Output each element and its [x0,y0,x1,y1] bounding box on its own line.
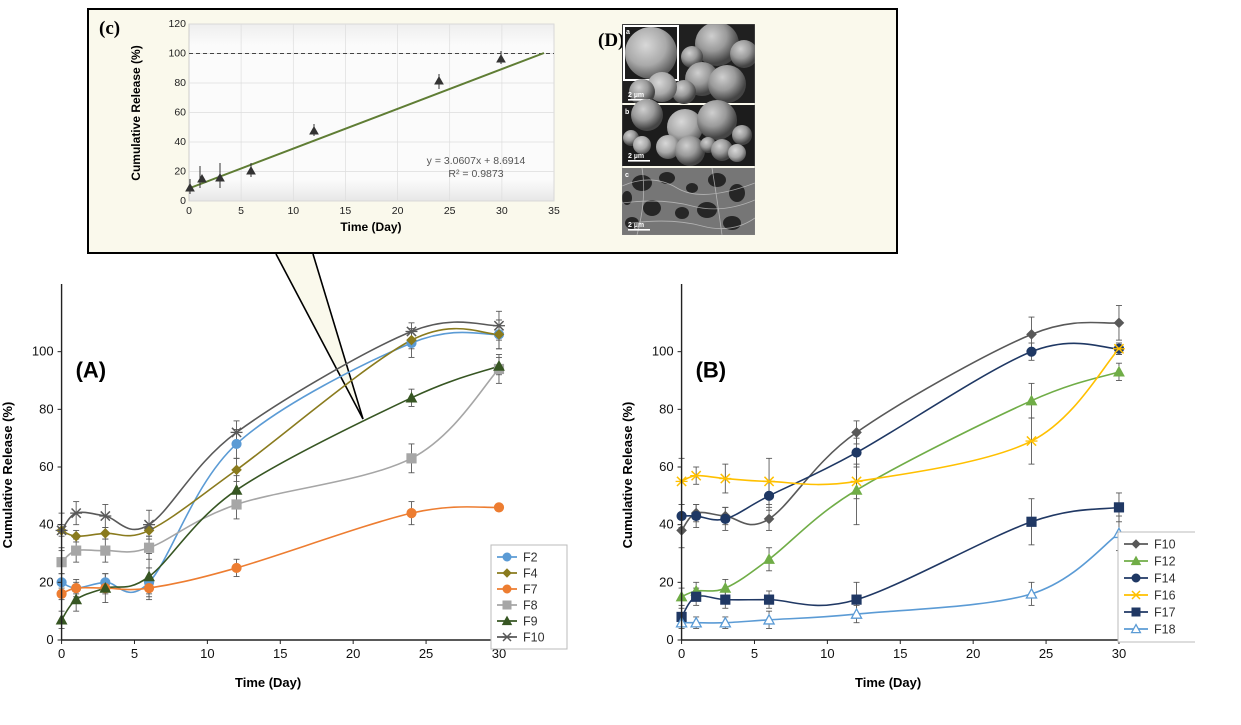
svg-text:100: 100 [168,48,186,60]
svg-text:F18: F18 [1154,622,1176,636]
svg-text:15: 15 [340,205,352,217]
svg-text:35: 35 [548,205,560,217]
svg-text:F7: F7 [523,582,538,596]
svg-text:0: 0 [58,646,65,661]
svg-text:2 µm: 2 µm [628,92,644,99]
svg-text:120: 120 [168,18,186,30]
svg-text:(B): (B) [696,358,727,383]
svg-text:80: 80 [659,401,673,416]
svg-text:5: 5 [131,646,138,661]
svg-text:F2: F2 [523,550,538,564]
svg-text:y = 3.0607x + 8.6914: y = 3.0607x + 8.6914 [427,155,526,167]
svg-text:25: 25 [419,646,433,661]
svg-text:20: 20 [346,646,360,661]
svg-text:(A): (A) [76,358,107,383]
svg-text:40: 40 [659,517,673,532]
svg-text:30: 30 [1112,646,1126,661]
svg-text:0: 0 [46,632,53,647]
svg-text:F10: F10 [1154,537,1176,551]
svg-text:100: 100 [652,344,674,359]
svg-text:20: 20 [392,205,404,217]
svg-text:15: 15 [273,646,287,661]
svg-text:25: 25 [1039,646,1053,661]
svg-text:2 µm: 2 µm [628,222,644,229]
svg-text:c: c [625,172,629,179]
svg-text:R² = 0.9873: R² = 0.9873 [448,168,503,180]
svg-text:20: 20 [659,574,673,589]
svg-text:25: 25 [444,205,456,217]
svg-text:F17: F17 [1154,605,1176,619]
svg-text:F14: F14 [1154,571,1176,585]
svg-text:30: 30 [496,205,508,217]
svg-text:20: 20 [39,574,53,589]
svg-text:60: 60 [659,459,673,474]
svg-text:20: 20 [174,166,186,178]
svg-text:Cumulative Release (%): Cumulative Release (%) [129,45,143,180]
svg-text:0: 0 [678,646,685,661]
svg-text:F8: F8 [523,598,538,612]
svg-text:b: b [625,109,629,116]
svg-text:10: 10 [820,646,834,661]
svg-text:15: 15 [893,646,907,661]
svg-text:40: 40 [39,517,53,532]
svg-text:100: 100 [32,344,54,359]
svg-text:80: 80 [174,77,186,89]
svg-text:2 µm: 2 µm [628,153,644,160]
svg-text:80: 80 [39,401,53,416]
svg-text:F12: F12 [1154,554,1176,568]
svg-text:0: 0 [666,632,673,647]
svg-text:10: 10 [200,646,214,661]
svg-text:60: 60 [39,459,53,474]
svg-text:F9: F9 [523,614,538,628]
svg-text:F10: F10 [523,630,545,644]
svg-text:Time (Day): Time (Day) [340,220,401,234]
svg-text:0: 0 [186,205,192,217]
svg-text:40: 40 [174,136,186,148]
svg-text:5: 5 [238,205,244,217]
svg-text:20: 20 [966,646,980,661]
svg-text:60: 60 [174,107,186,119]
svg-text:F4: F4 [523,566,538,580]
svg-text:10: 10 [287,205,299,217]
svg-text:F16: F16 [1154,588,1176,602]
svg-text:5: 5 [751,646,758,661]
svg-text:a: a [626,29,630,36]
